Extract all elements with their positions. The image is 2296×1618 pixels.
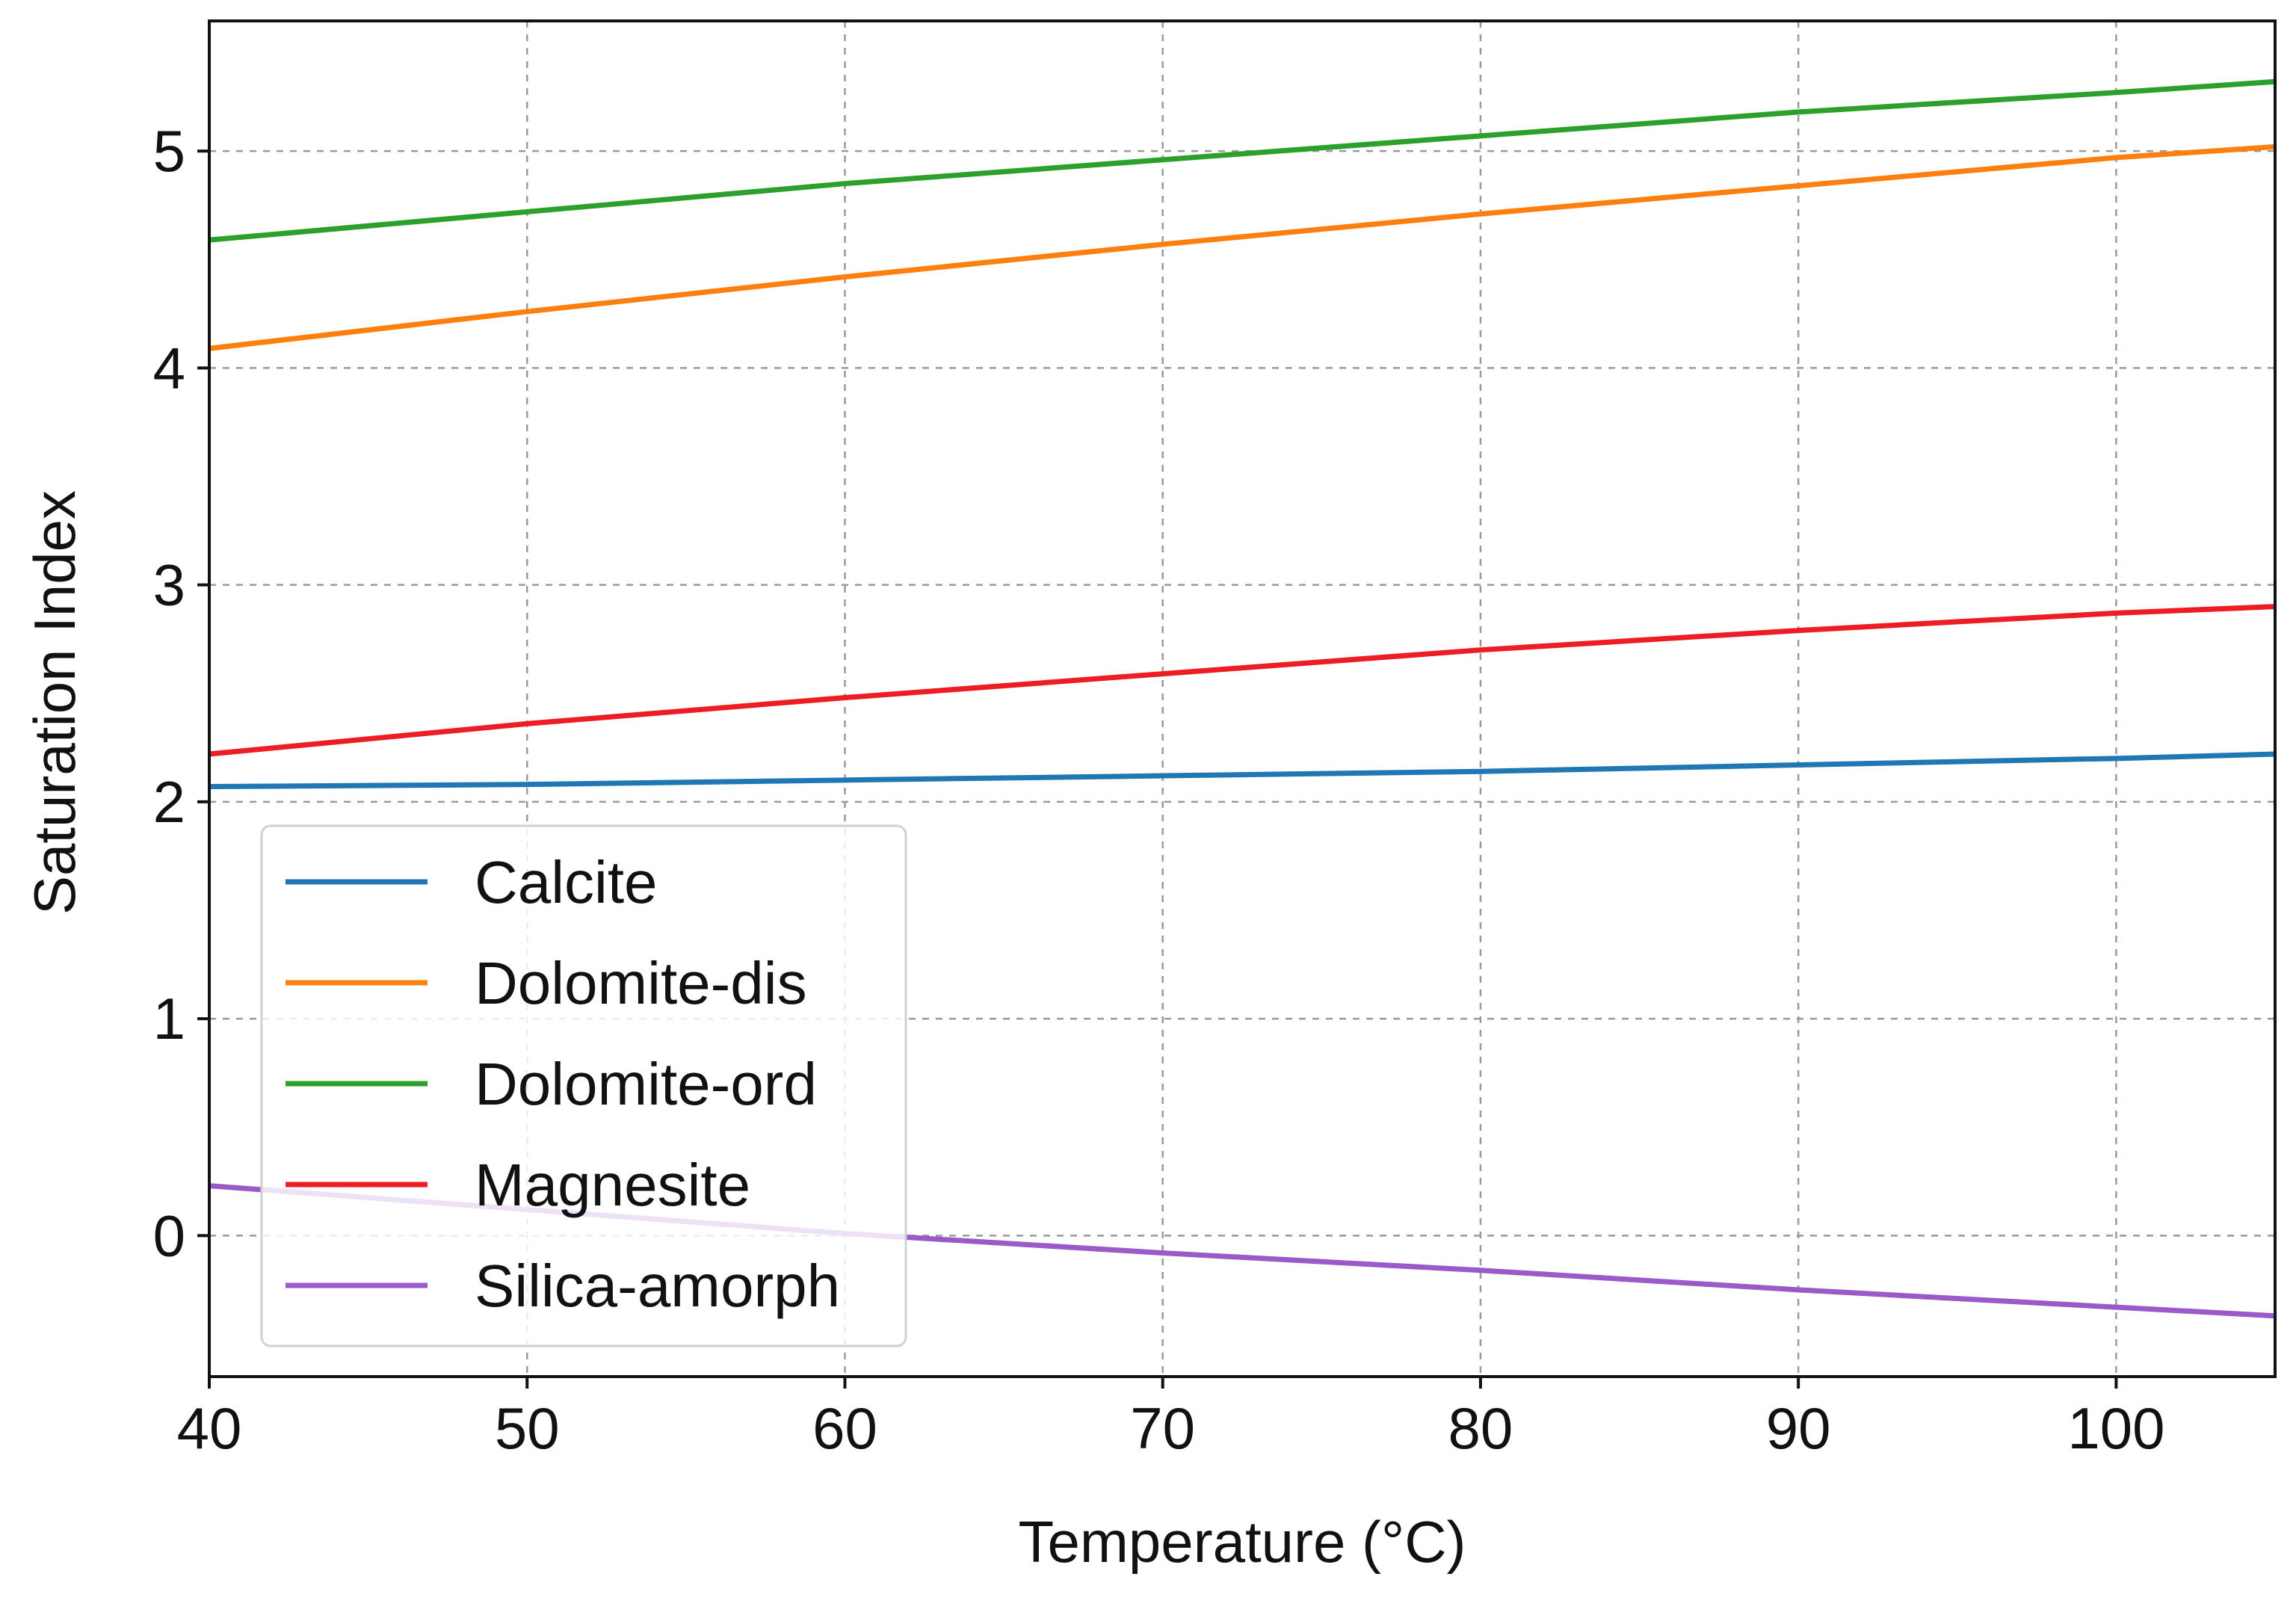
legend-label: Calcite — [475, 849, 658, 915]
series-line-dolomite-dis — [209, 143, 2276, 351]
series-line-dolomite-ord — [209, 78, 2276, 243]
x-tick-label: 70 — [1130, 1395, 1195, 1461]
plot-frame — [208, 19, 2277, 1378]
legend-label: Dolomite-dis — [475, 950, 807, 1016]
legend-box — [260, 824, 907, 1347]
x-axis-label: Temperature (°C) — [1018, 1509, 1466, 1575]
y-tick-label: 4 — [153, 335, 185, 401]
y-tick-label: 3 — [153, 552, 185, 618]
y-axis-label: Saturation Index — [22, 490, 87, 915]
y-tick-label: 5 — [153, 118, 185, 184]
axes: 40 50 60 70 80 90 100 0 1 2 3 4 5 — [153, 19, 2277, 1461]
legend-label: Silica-amorph — [475, 1253, 840, 1319]
x-tick-label: 50 — [495, 1395, 560, 1461]
legend: Calcite Dolomite-dis Dolomite-ord Magnesite… — [260, 824, 907, 1347]
x-tick-label: 80 — [1448, 1395, 1513, 1461]
legend-label: Dolomite-ord — [475, 1051, 817, 1117]
y-tick-label: 2 — [153, 769, 185, 835]
x-tick-label: 100 — [2067, 1395, 2164, 1461]
series-lines — [209, 78, 2276, 1319]
y-tick-label: 1 — [153, 986, 185, 1052]
x-tick-label: 60 — [812, 1395, 877, 1461]
y-tick-label: 0 — [153, 1202, 185, 1268]
series-line-magnesite — [209, 604, 2276, 757]
x-tick-label: 90 — [1766, 1395, 1831, 1461]
series-line-calcite — [209, 751, 2276, 790]
legend-label: Magnesite — [475, 1152, 750, 1218]
x-tick-label: 40 — [177, 1395, 242, 1461]
